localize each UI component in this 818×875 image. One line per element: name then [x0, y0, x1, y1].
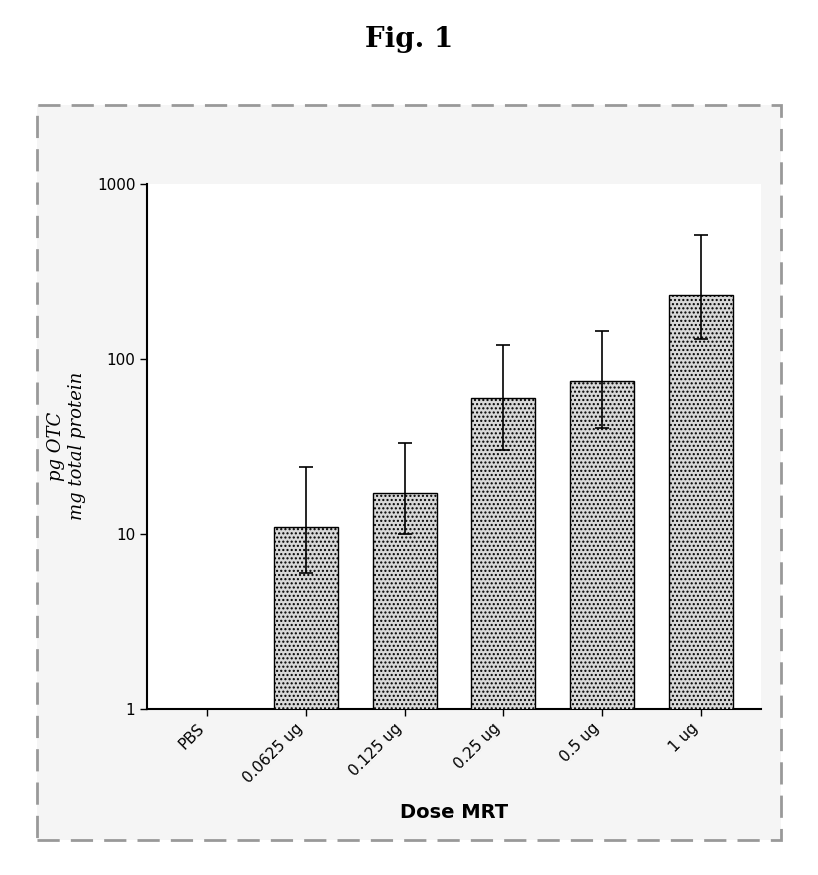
Bar [274, 527, 338, 875]
Text: Fig. 1: Fig. 1 [365, 26, 453, 52]
X-axis label: Dose MRT: Dose MRT [400, 802, 508, 822]
Bar [668, 296, 733, 875]
Bar [175, 709, 240, 875]
Bar [471, 397, 536, 875]
Bar [372, 493, 437, 875]
Y-axis label: pg OTC
mg total protein: pg OTC mg total protein [47, 372, 86, 521]
Bar [570, 381, 634, 875]
